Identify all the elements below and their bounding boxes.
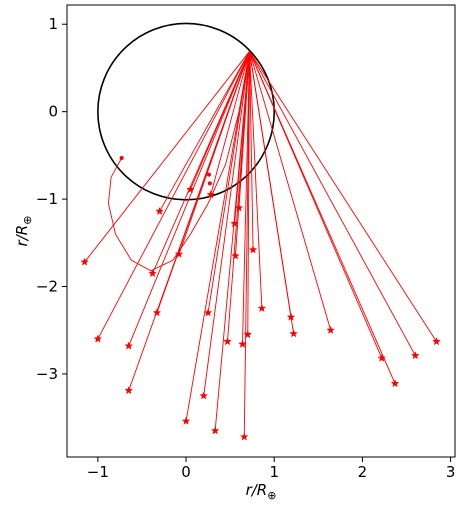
y-tick-label: −2 <box>36 278 58 296</box>
star-marker <box>124 341 134 350</box>
star-marker <box>203 308 213 317</box>
star-marker <box>181 416 191 425</box>
ray-line <box>249 51 263 309</box>
star-marker <box>152 308 162 317</box>
axis-ticks: −1 0 1 2 3 −3 −2 −1 0 1 <box>36 15 455 481</box>
axes-frame <box>66 4 456 458</box>
x-axis-label: r/R⊕ <box>246 481 277 502</box>
x-tick-label: 1 <box>269 463 279 481</box>
ray-line <box>247 51 250 335</box>
ray-line <box>190 51 250 190</box>
star-marker <box>206 190 216 199</box>
star-marker <box>411 351 420 360</box>
star-marker <box>199 391 208 400</box>
ray-line <box>178 51 250 255</box>
ray-line <box>249 51 295 334</box>
star-marker <box>93 334 103 343</box>
y-axis-label: r/R⊕ <box>13 216 34 247</box>
ray-line <box>234 51 250 224</box>
ray-line <box>242 51 250 345</box>
ray-line <box>249 51 416 356</box>
y-tick-label: 0 <box>48 103 58 121</box>
ray-line <box>249 51 332 331</box>
ray-line <box>243 51 250 437</box>
x-axis-label-subscript: ⊕ <box>267 489 276 502</box>
ray-line <box>207 51 250 313</box>
star-marker <box>390 379 400 388</box>
ray-line <box>238 51 250 208</box>
small-marker <box>207 181 212 186</box>
ray-line <box>203 51 250 396</box>
ray-line <box>210 51 250 195</box>
x-tick-label: −1 <box>87 463 109 481</box>
ray-line <box>249 51 437 342</box>
star-marker <box>234 203 244 212</box>
ray-line <box>128 51 250 347</box>
star-marker <box>243 330 253 339</box>
y-tick-label: −3 <box>36 365 58 383</box>
trajectory-start-point <box>119 155 124 160</box>
x-tick-label: 2 <box>358 463 368 481</box>
trajectory-curve <box>107 51 250 272</box>
star-marker <box>326 325 335 334</box>
ray-line <box>249 51 254 250</box>
star-marker <box>174 249 184 258</box>
small-marker <box>206 172 211 177</box>
y-tick-label: 1 <box>48 15 58 33</box>
x-tick-label: 3 <box>446 463 456 481</box>
star-marker <box>231 251 240 260</box>
star-marker <box>239 432 249 441</box>
star-marker <box>124 386 134 395</box>
y-tick-label: −1 <box>36 190 58 208</box>
star-marker <box>230 219 239 228</box>
star-marker <box>155 206 164 215</box>
star-marker <box>80 257 89 266</box>
star-marker <box>210 426 220 435</box>
ray-line <box>84 51 250 263</box>
star-marker <box>223 337 232 346</box>
ray-line <box>159 51 250 212</box>
plot-area <box>80 22 441 441</box>
y-axis-label-text: r/R <box>13 225 31 247</box>
x-tick-label: 0 <box>181 463 191 481</box>
star-marker <box>432 337 441 346</box>
star-marker <box>289 329 298 338</box>
star-marker <box>248 245 258 254</box>
y-axis-label-subscript: ⊕ <box>21 216 34 225</box>
ray-line <box>249 51 396 384</box>
star-marker <box>186 184 195 194</box>
star-marker <box>286 312 296 321</box>
star-marker <box>377 353 387 362</box>
ray-line <box>97 51 250 340</box>
star-marker <box>238 339 247 348</box>
star-marker <box>257 303 267 313</box>
star-marker <box>148 268 157 278</box>
earth-circle <box>97 22 276 201</box>
x-axis-label-text: r/R <box>246 481 268 499</box>
